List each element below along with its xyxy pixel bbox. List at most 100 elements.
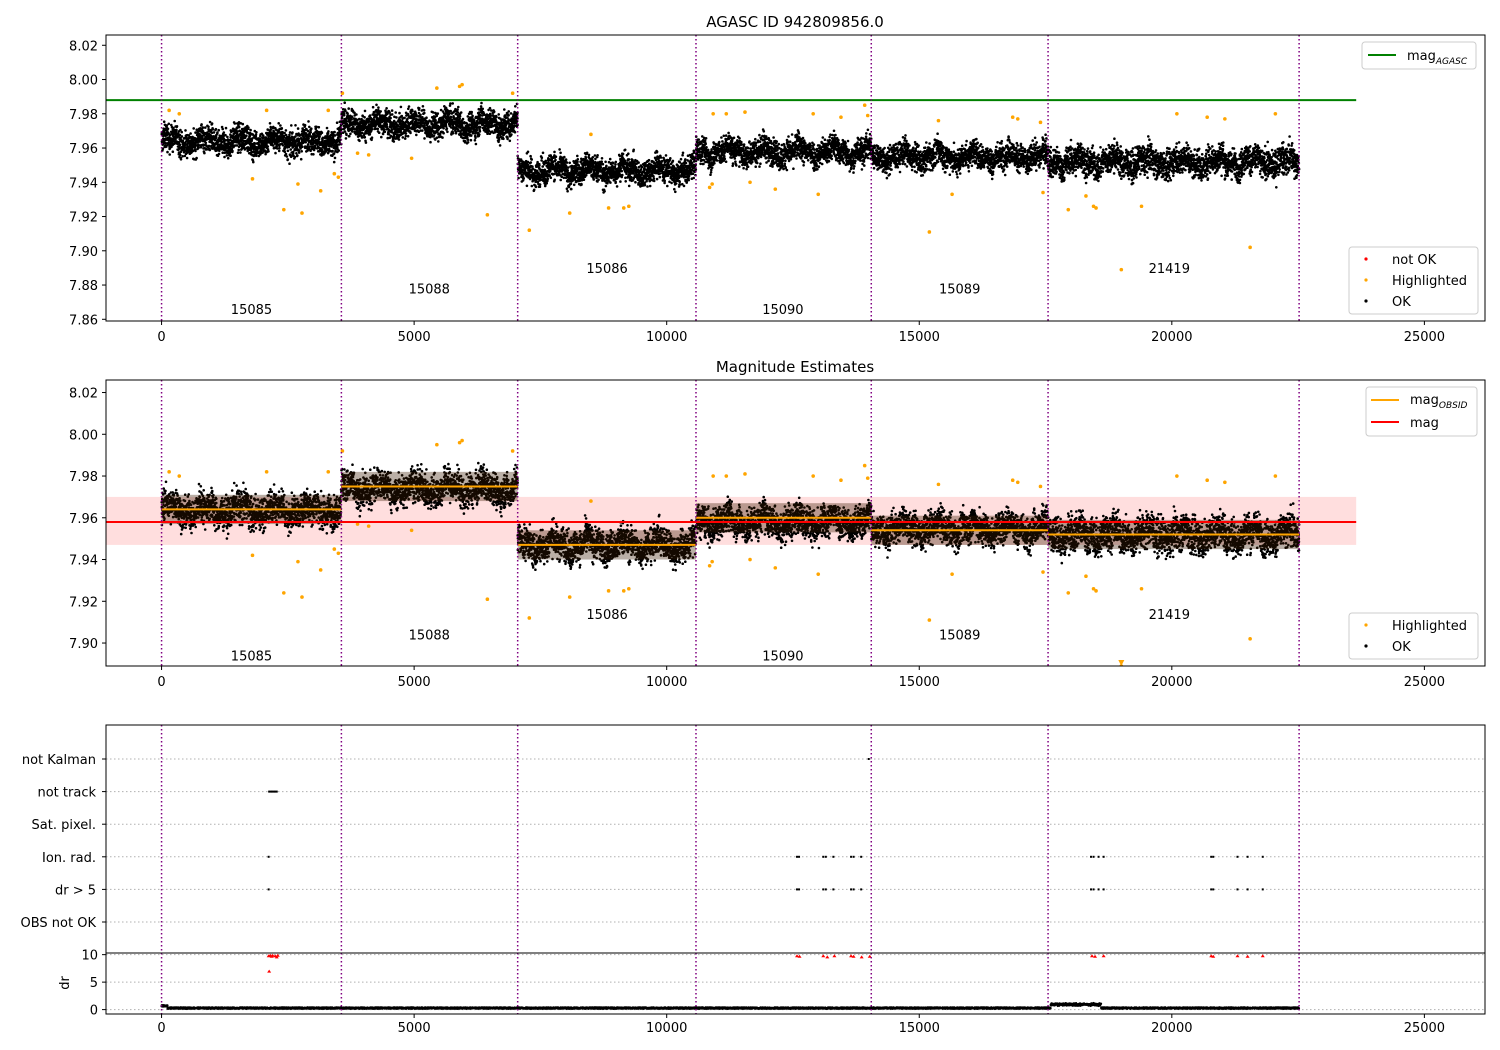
highlighted-point bbox=[326, 108, 331, 113]
y-tick-label: 8.00 bbox=[69, 74, 98, 89]
highlighted-point bbox=[336, 551, 341, 556]
flag-point bbox=[832, 888, 835, 891]
ok-points-obs-1 bbox=[340, 101, 519, 147]
y-tick-label: 8.02 bbox=[69, 39, 98, 54]
flag-point bbox=[1097, 888, 1100, 891]
highlighted-point bbox=[326, 470, 331, 474]
highlighted-point bbox=[710, 182, 714, 186]
highlighted-point bbox=[950, 192, 954, 197]
panel-magnitude-frame bbox=[105, 379, 1486, 667]
highlighted-point bbox=[282, 591, 286, 595]
panel-flags: not Kalman not track Sat. pixel. Ion. rad. d… bbox=[21, 724, 1486, 954]
flag-point bbox=[268, 790, 271, 793]
x-tick-label: 10000 bbox=[646, 675, 687, 690]
highlighted-point bbox=[1119, 267, 1124, 272]
flag-point bbox=[1090, 855, 1092, 858]
highlighted-point bbox=[748, 180, 752, 185]
flag-category-label: Sat. pixel. bbox=[32, 818, 96, 833]
highlighted-point bbox=[1015, 480, 1020, 485]
flag-point bbox=[267, 855, 270, 858]
dr-clipped-point bbox=[797, 954, 802, 958]
highlighted-point bbox=[332, 547, 337, 551]
highlighted-point bbox=[409, 528, 414, 533]
flag-point bbox=[269, 790, 272, 793]
highlighted-point bbox=[435, 442, 439, 447]
flag-point bbox=[1090, 888, 1092, 891]
highlighted-points bbox=[167, 82, 1278, 272]
highlighted-points bbox=[167, 438, 1278, 666]
highlighted-point bbox=[510, 91, 515, 96]
panel-dr-frame bbox=[105, 952, 1486, 1015]
highlighted-point bbox=[318, 189, 323, 193]
flag-point bbox=[822, 888, 825, 891]
legend-highlighted-label-2: Highlighted bbox=[1392, 619, 1467, 634]
highlighted-point bbox=[927, 618, 932, 622]
highlighted-point bbox=[485, 597, 490, 601]
highlighted-point bbox=[1091, 204, 1096, 209]
highlighted-point bbox=[862, 103, 867, 108]
highlighted-point bbox=[811, 474, 815, 478]
highlighted-point bbox=[1175, 111, 1179, 116]
highlighted-point bbox=[1205, 115, 1209, 120]
highlighted-point bbox=[621, 206, 626, 210]
highlighted-point bbox=[460, 438, 464, 443]
highlighted-point bbox=[1223, 480, 1227, 485]
flag-point bbox=[796, 888, 799, 891]
y-tick-label: 7.94 bbox=[69, 176, 98, 191]
x-tick-label: 0 bbox=[157, 675, 165, 690]
obs-label: 15086 bbox=[586, 608, 627, 623]
x-tick-label: 20000 bbox=[1151, 1021, 1192, 1036]
highlighted-point bbox=[296, 559, 300, 564]
highlighted-point bbox=[724, 111, 729, 116]
flag-point bbox=[824, 855, 827, 858]
flag-point bbox=[1212, 888, 1215, 891]
x-tick-label: 10000 bbox=[646, 330, 687, 345]
panel-dr-axes: 0 5 10 0 5000 10000 15000 20000 25000 bbox=[81, 949, 1445, 1036]
highlighted-point bbox=[355, 151, 360, 155]
highlighted-point bbox=[318, 568, 323, 572]
highlighted-point bbox=[1066, 591, 1071, 595]
flag-point bbox=[267, 888, 270, 891]
highlighted-point bbox=[627, 586, 631, 591]
flag-point bbox=[1246, 855, 1249, 858]
dr-clipped-point bbox=[795, 954, 800, 958]
highlighted-point bbox=[177, 111, 182, 116]
highlighted-point bbox=[485, 213, 490, 217]
obs-label: 15090 bbox=[762, 303, 803, 318]
highlighted-point bbox=[839, 115, 843, 120]
highlighted-point bbox=[282, 207, 286, 212]
legend-ok-marker-2 bbox=[1364, 644, 1368, 648]
panel-agasc: AGASC ID 942809856.0 15085 15088 15086 1509… bbox=[69, 13, 1486, 345]
flag-point bbox=[1236, 855, 1239, 858]
flag-point bbox=[860, 888, 863, 891]
highlighted-point bbox=[606, 206, 611, 210]
highlighted-point bbox=[177, 474, 182, 478]
highlighted-point bbox=[936, 482, 941, 487]
highlighted-point bbox=[435, 86, 439, 90]
highlighted-point bbox=[711, 474, 715, 478]
highlighted-point bbox=[748, 557, 752, 562]
highlighted-point bbox=[250, 553, 255, 558]
flag-point bbox=[832, 855, 835, 858]
panel-flags-plot-area bbox=[106, 725, 1485, 953]
x-tick-label: 5000 bbox=[398, 675, 431, 690]
y-tick-label: 7.86 bbox=[69, 313, 98, 328]
highlighted-point bbox=[1015, 117, 1020, 121]
x-tick-label: 15000 bbox=[899, 1021, 940, 1036]
legend-agasc: magAGASC bbox=[1361, 41, 1477, 70]
x-tick-label: 25000 bbox=[1404, 675, 1445, 690]
highlighted-point bbox=[1010, 478, 1015, 483]
y-tick-label: 7.92 bbox=[69, 211, 98, 226]
flag-category-label: OBS not OK bbox=[21, 916, 97, 931]
highlighted-point bbox=[950, 572, 954, 576]
flag-point bbox=[1092, 888, 1095, 891]
obs-label: 15085 bbox=[231, 650, 272, 665]
highlighted-point bbox=[355, 522, 360, 526]
highlighted-point bbox=[865, 476, 870, 480]
y-tick-label: 7.90 bbox=[69, 637, 98, 652]
highlighted-point bbox=[1038, 484, 1043, 489]
dr-clipped-point bbox=[274, 955, 279, 959]
obs-label: 21419 bbox=[1149, 262, 1190, 277]
y-tick-label: 7.96 bbox=[69, 512, 98, 527]
x-tick-label: 0 bbox=[157, 1021, 165, 1036]
